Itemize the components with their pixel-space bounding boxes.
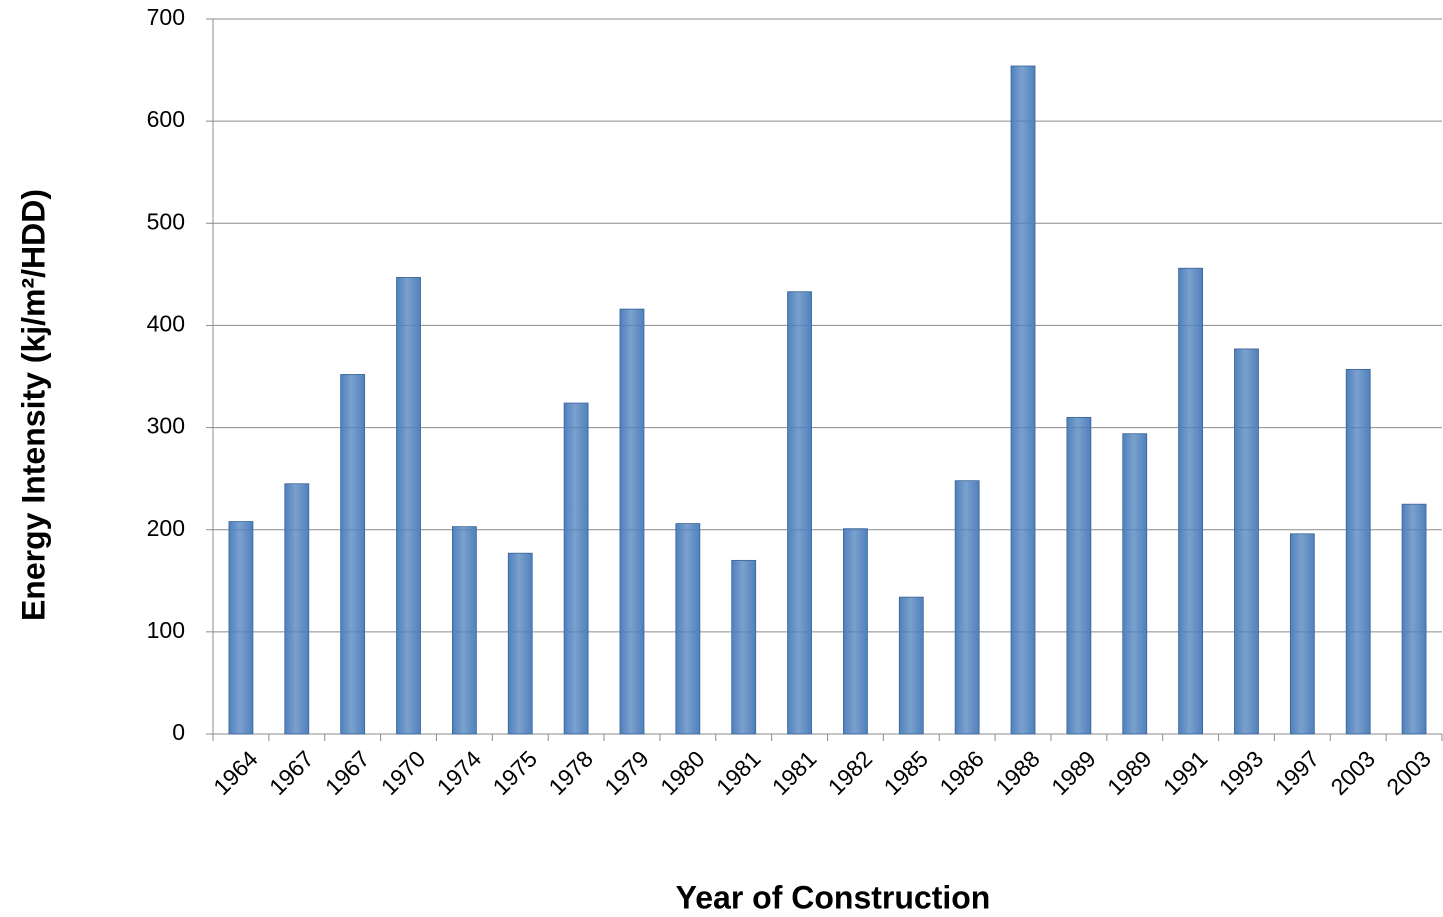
x-tick-label: 1979: [599, 745, 654, 800]
y-tick-label: 300: [147, 413, 185, 439]
x-tick-label: 1980: [655, 745, 710, 800]
y-tick-label: 700: [147, 4, 185, 30]
bar: [1401, 503, 1427, 735]
bar: [1289, 533, 1315, 735]
x-tick-label: 1970: [376, 745, 431, 800]
x-tick-label: 1988: [990, 745, 1045, 800]
x-tick-label: 1981: [711, 745, 766, 800]
bar: [787, 291, 812, 735]
y-tick-label: 400: [147, 311, 185, 337]
y-tick-label: 600: [147, 106, 185, 132]
bar: [507, 552, 533, 735]
y-axis-title: Energy Intensity (kj/m²/HDD): [15, 189, 51, 621]
bar: [1345, 368, 1371, 735]
y-tick-label: 200: [147, 515, 185, 541]
x-tick-label: 1982: [823, 745, 878, 800]
bar: [619, 308, 645, 735]
bar: [731, 559, 757, 735]
x-tick-label: 1967: [264, 745, 319, 800]
y-tick-label: 500: [147, 208, 185, 234]
x-tick-label: 1989: [1046, 745, 1101, 800]
bar: [954, 480, 980, 735]
x-tick-label: 1997: [1270, 745, 1325, 800]
y-tick-label: 0: [172, 719, 185, 745]
x-tick-label: 1967: [320, 745, 375, 800]
x-tick-label: 2003: [1381, 745, 1436, 800]
x-tick-label: 1986: [934, 745, 989, 800]
bar: [1066, 416, 1092, 735]
bar: [1010, 65, 1036, 735]
bar: [675, 523, 701, 735]
x-tick-label: 1974: [432, 745, 487, 800]
x-tick-label: 1993: [1214, 745, 1269, 800]
x-tick-label: 1991: [1158, 745, 1213, 800]
x-tick-label: 1985: [879, 745, 934, 800]
bar: [898, 596, 924, 735]
x-axis-title: Year of Construction: [676, 879, 991, 915]
bar: [284, 483, 310, 735]
bar: [843, 528, 868, 735]
x-tick-label: 1989: [1102, 745, 1157, 800]
bar: [1234, 348, 1259, 735]
bar: [340, 374, 366, 735]
bar: [451, 526, 477, 735]
bar: [563, 402, 589, 735]
x-tick-label: 2003: [1325, 745, 1380, 800]
y-tick-label: 100: [147, 617, 185, 643]
bar: [228, 521, 254, 735]
x-tick-label: 1964: [208, 745, 263, 800]
bar: [1178, 267, 1204, 735]
x-tick-label: 1975: [488, 745, 543, 800]
bar: [396, 277, 421, 735]
bar: [1122, 433, 1148, 735]
x-tick-label: 1981: [767, 745, 822, 800]
x-tick-label: 1978: [543, 745, 598, 800]
